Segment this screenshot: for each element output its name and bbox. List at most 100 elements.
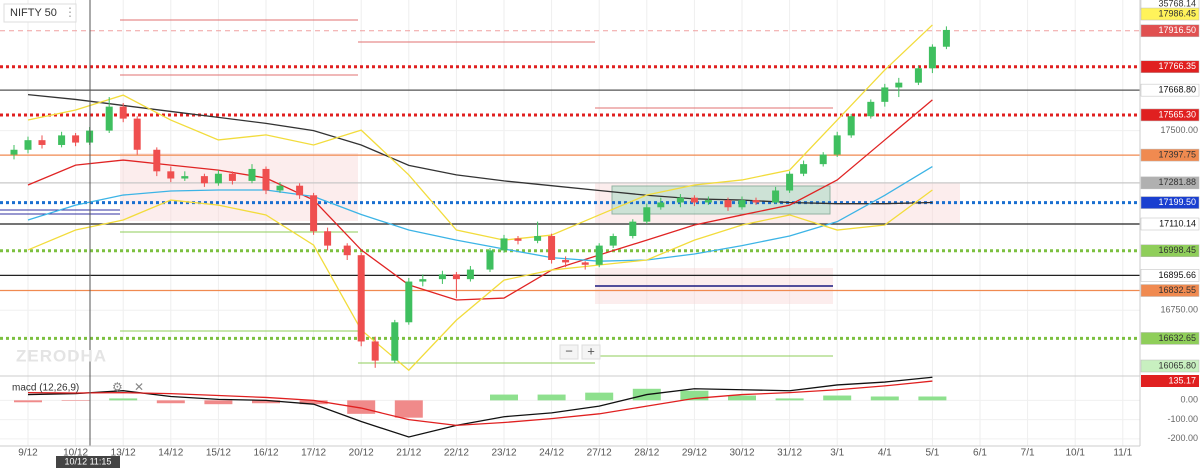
x-tick-label: 27/12 [587, 448, 612, 459]
x-tick-label: 23/12 [491, 448, 516, 459]
candle-body [167, 171, 175, 179]
candles [10, 26, 950, 368]
candle-body [657, 202, 665, 208]
candle-body [296, 185, 304, 196]
candle-body [534, 236, 542, 241]
x-tick-label: 10/1 [1065, 448, 1085, 459]
candle-body [310, 195, 318, 232]
candle-body [181, 176, 189, 179]
candle-body [248, 168, 256, 181]
crosshair-label: 10/12 11:15 [65, 456, 112, 466]
candle-body [10, 149, 18, 155]
watermark: ZERODHA [16, 346, 107, 365]
candle-body [562, 259, 570, 263]
candle-body [214, 173, 222, 184]
price-tag [1140, 359, 1200, 373]
macd-histogram-bar [870, 396, 899, 401]
candle-body [752, 200, 760, 203]
macd-histogram-bar [537, 394, 566, 401]
candle-body [58, 135, 66, 145]
candle-body [276, 185, 284, 191]
price-tag-label: 16832.55 [1158, 285, 1196, 295]
price-tag [1140, 108, 1200, 122]
x-tick-label: 29/12 [682, 448, 707, 459]
candle-body [262, 168, 270, 191]
x-tick-label: 20/12 [349, 448, 374, 459]
zoom-in-icon: + [587, 343, 595, 358]
candle-body [819, 154, 827, 165]
symbol-box[interactable] [3, 3, 77, 23]
candle-body [324, 231, 332, 246]
y-tick-label: 16750.00 [1160, 305, 1198, 315]
candle-body [914, 68, 922, 83]
indicator-line [27, 24, 933, 241]
candle-body [119, 106, 127, 119]
zoom-out[interactable] [559, 344, 579, 360]
x-tick-label: 4/1 [878, 448, 892, 459]
price-tag [1140, 217, 1200, 231]
price-tag-label: 16065.80 [1158, 360, 1196, 370]
zoom-in[interactable] [581, 344, 601, 360]
price-tag-label: 16895.66 [1158, 270, 1196, 280]
price-tag-label: 17199.50 [1158, 197, 1196, 207]
candle-body [867, 101, 875, 117]
settings-icon[interactable]: ⚙ [112, 380, 123, 394]
candle-body [371, 341, 379, 361]
price-tag [1140, 196, 1200, 209]
candle-body [676, 197, 684, 203]
price-tag-label: 16632.65 [1158, 333, 1196, 343]
indicator-line [27, 94, 933, 205]
x-tick-label: 5/1 [925, 448, 939, 459]
x-tick-label: 3/1 [830, 448, 844, 459]
candle-body [24, 140, 32, 150]
candle-body [133, 118, 141, 150]
x-tick-label: 7/1 [1021, 448, 1035, 459]
candle-body [643, 207, 651, 222]
macd-histogram-bar [394, 400, 423, 418]
candle-body [486, 250, 494, 270]
signal-line [27, 380, 933, 427]
macd-histogram-bar [775, 398, 804, 401]
macd-histogram-bar [156, 400, 185, 404]
candle-body [704, 200, 712, 203]
macd-histogram-bar [61, 400, 90, 401]
y-tick-label: 17500.00 [1160, 125, 1198, 135]
price-tag-label: 35768.14 [1158, 0, 1196, 8]
candle-body [942, 29, 950, 47]
candle-body [500, 238, 508, 251]
zoom-out-icon: − [565, 343, 573, 358]
macd-histogram-bar [347, 400, 376, 414]
candle-body [357, 255, 365, 342]
price-tag-label: 17916.50 [1158, 25, 1196, 35]
candle-body [452, 274, 460, 280]
candle-body [153, 149, 161, 172]
candle-body [629, 221, 637, 237]
symbol-menu[interactable]: ⋮ [64, 5, 76, 19]
grid [0, 0, 1140, 446]
x-tick-label: 15/12 [206, 448, 231, 459]
candle-body [38, 140, 46, 145]
price-tag [1140, 24, 1200, 38]
crosshair-label-box [56, 456, 120, 468]
x-tick-label: 9/12 [18, 448, 38, 459]
x-tick-label: 24/12 [539, 448, 564, 459]
candle-body [105, 106, 113, 131]
candle-body [690, 197, 698, 203]
x-tick-label: 16/12 [253, 448, 278, 459]
price-tag [1140, 7, 1200, 21]
price-tag [1140, 148, 1200, 162]
x-axis: 9/12 10/12 13/12 14/12 15/12 16/12 17/12 20/12 2… [18, 448, 1132, 459]
indicator-line [27, 99, 933, 301]
symbol-title: NIFTY 50 [10, 7, 57, 19]
price-tag-label: 17668.80 [1158, 85, 1196, 95]
price-tag-label: 17986.45 [1158, 8, 1196, 18]
close-icon[interactable]: ✕ [134, 380, 144, 394]
macd-tick-label: -200.00 [1167, 433, 1198, 443]
candle-body [200, 176, 208, 184]
price-tags: 17500.00 16750.00 0.00 -100.00 -200.00 35768.… [1140, 0, 1200, 443]
x-tick-label: 13/12 [111, 448, 136, 459]
macd-histogram-bar [109, 398, 138, 401]
indicator-label: macd (12,26,9) [12, 383, 79, 394]
